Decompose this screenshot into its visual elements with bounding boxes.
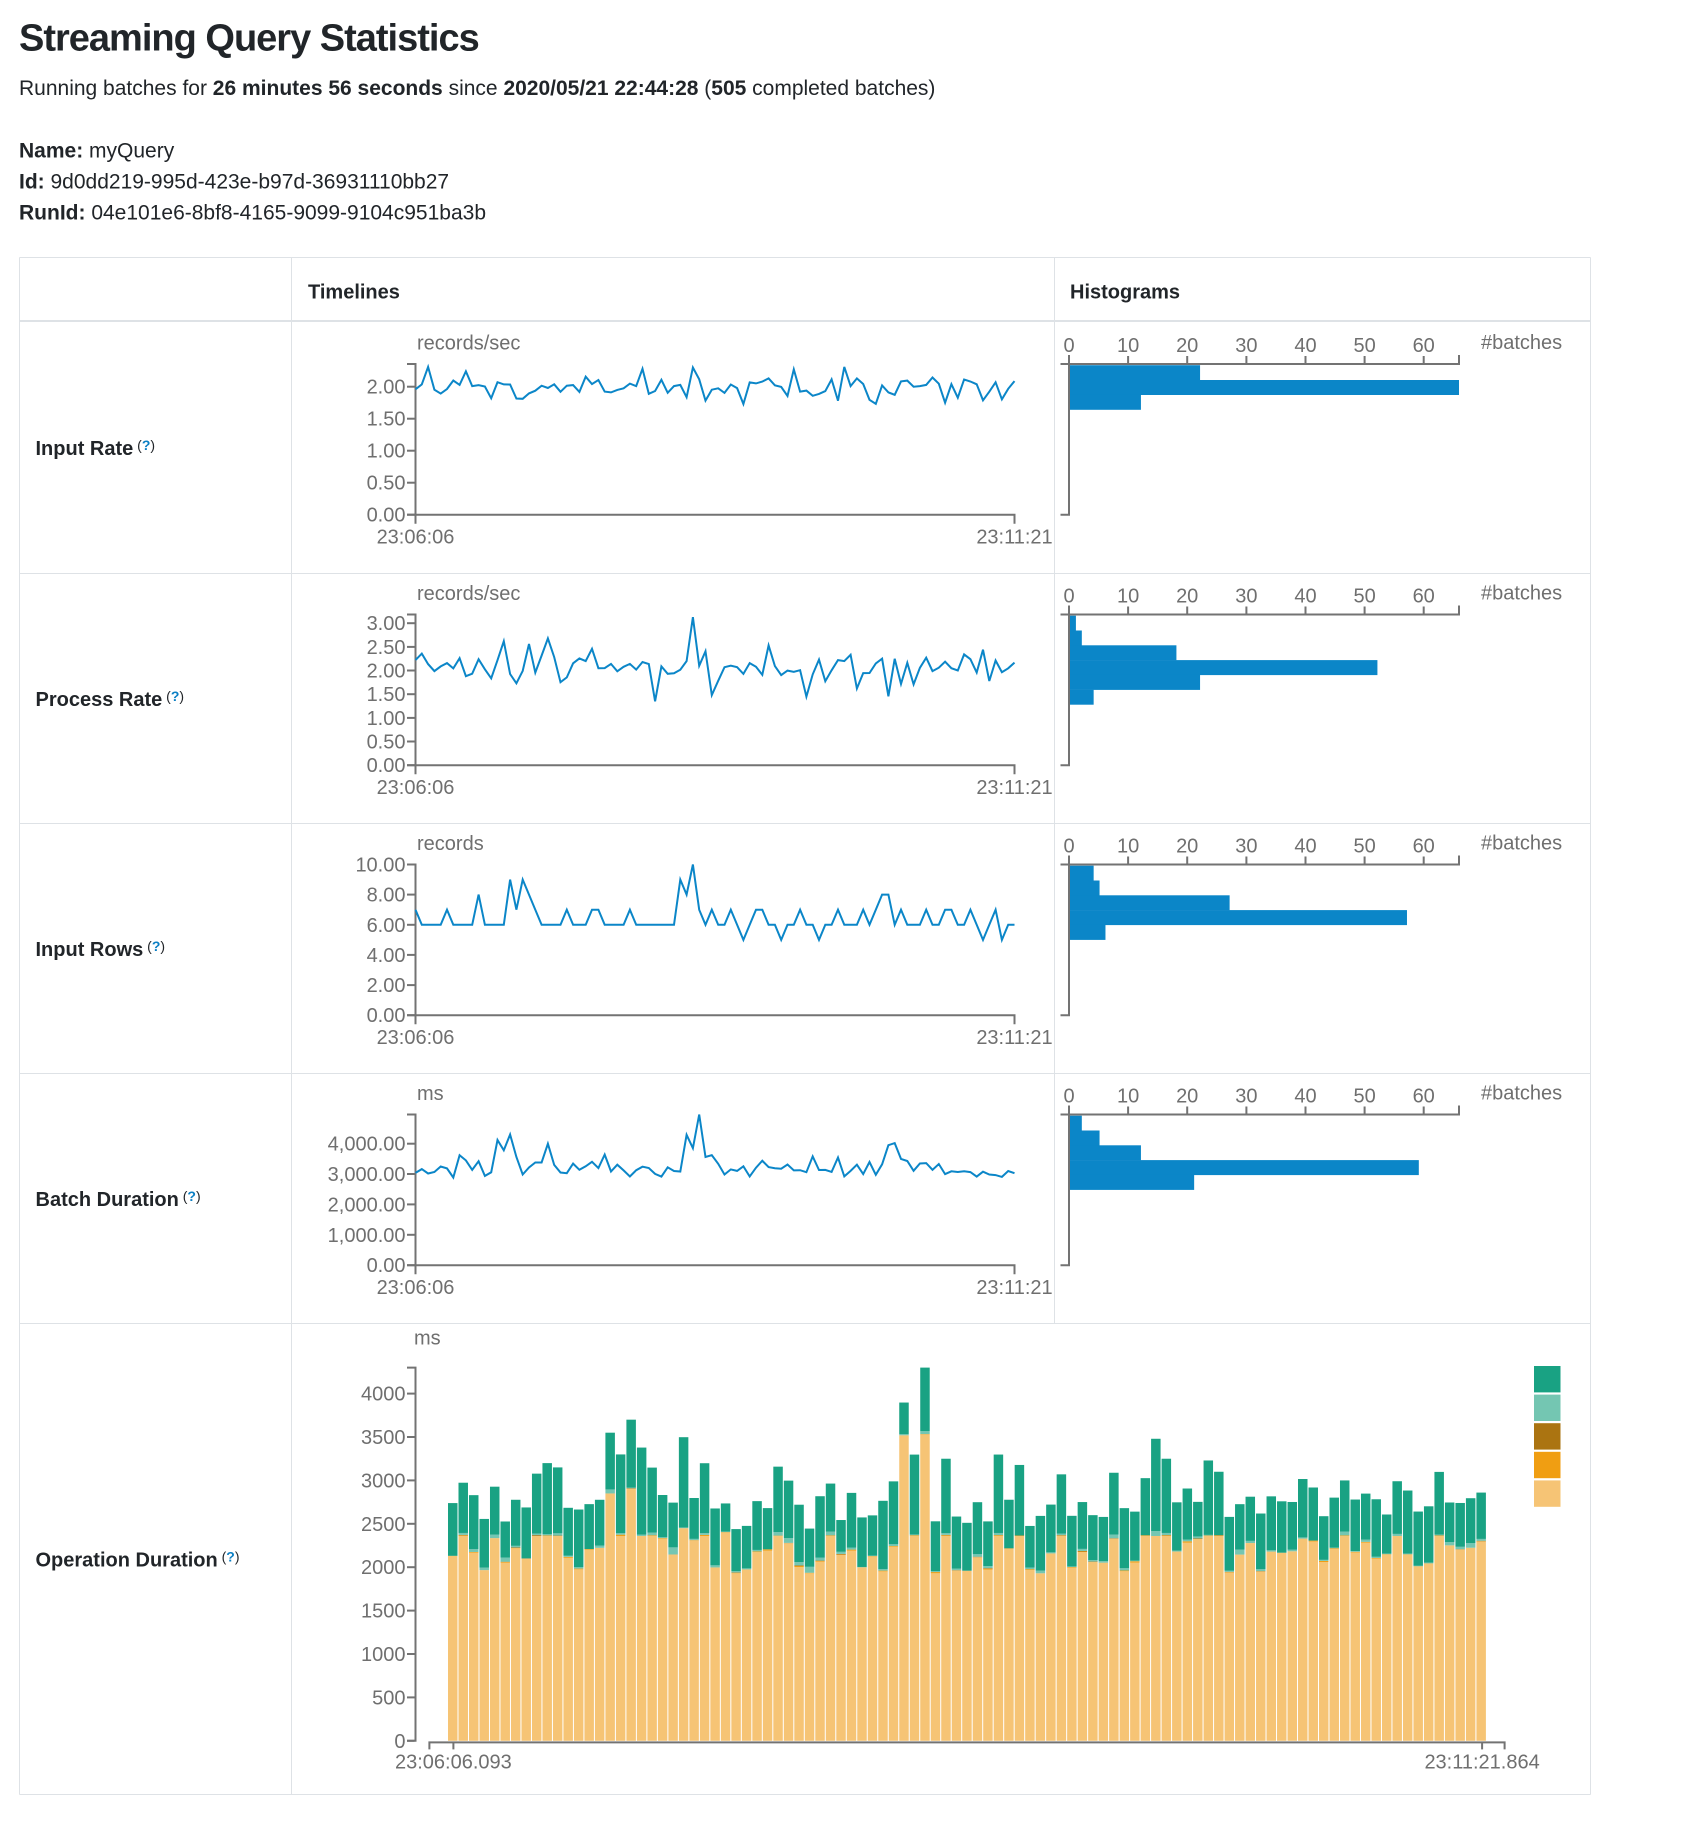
svg-text:2.00: 2.00 — [367, 975, 406, 997]
svg-text:20: 20 — [1176, 586, 1198, 608]
svg-text:1.00: 1.00 — [367, 708, 406, 730]
svg-text:0: 0 — [1063, 586, 1074, 608]
svg-text:50: 50 — [1353, 1086, 1375, 1108]
svg-text:Histograms: Histograms — [1070, 282, 1180, 304]
svg-text:3.00: 3.00 — [367, 613, 406, 635]
svg-text:0.50: 0.50 — [367, 732, 406, 754]
svg-text:0.50: 0.50 — [367, 473, 406, 495]
svg-text:4.00: 4.00 — [367, 945, 406, 967]
svg-text:2,000.00: 2,000.00 — [328, 1194, 406, 1216]
svg-text:2000: 2000 — [361, 1557, 406, 1579]
svg-text:10.00: 10.00 — [355, 855, 405, 877]
svg-text:ms: ms — [414, 1328, 441, 1350]
svg-text:23:06:06: 23:06:06 — [377, 1027, 455, 1049]
svg-text:20: 20 — [1176, 836, 1198, 858]
svg-text:30: 30 — [1235, 586, 1257, 608]
svg-text:0.00: 0.00 — [367, 505, 406, 527]
svg-text:0: 0 — [1063, 836, 1074, 858]
svg-text:23:11:21: 23:11:21 — [976, 1277, 1052, 1299]
svg-text:0.00: 0.00 — [367, 1005, 406, 1027]
svg-text:30: 30 — [1235, 335, 1257, 357]
svg-text:50: 50 — [1353, 586, 1375, 608]
svg-text:records/sec: records/sec — [417, 583, 520, 605]
svg-text:10: 10 — [1117, 1086, 1139, 1108]
svg-text:2.00: 2.00 — [367, 661, 406, 683]
svg-text:23:11:21.864: 23:11:21.864 — [1424, 1752, 1539, 1774]
svg-text:23:06:06: 23:06:06 — [377, 777, 455, 799]
svg-text:0: 0 — [1063, 1086, 1074, 1108]
svg-text:60: 60 — [1413, 1086, 1435, 1108]
svg-text:30: 30 — [1235, 1086, 1257, 1108]
svg-text:Timelines: Timelines — [308, 282, 400, 304]
svg-text:40: 40 — [1294, 335, 1316, 357]
svg-text:Process Rate (?): Process Rate (?) — [36, 688, 185, 711]
svg-text:0.00: 0.00 — [367, 755, 406, 777]
svg-text:Id: 9d0dd219-995d-423e-b97d-36: Id: 9d0dd219-995d-423e-b97d-36931110bb27 — [19, 170, 449, 193]
svg-text:Input Rows (?): Input Rows (?) — [36, 938, 166, 961]
svg-text:#batches: #batches — [1481, 332, 1562, 354]
svg-text:60: 60 — [1413, 586, 1435, 608]
svg-text:6.00: 6.00 — [367, 915, 406, 937]
svg-text:1.50: 1.50 — [367, 409, 406, 431]
svg-text:10: 10 — [1117, 836, 1139, 858]
svg-text:#batches: #batches — [1481, 583, 1562, 605]
svg-text:Streaming Query Statistics: Streaming Query Statistics — [19, 18, 479, 60]
svg-text:Running batches for 26 minutes: Running batches for 26 minutes 56 second… — [19, 77, 935, 100]
svg-text:40: 40 — [1294, 836, 1316, 858]
svg-text:Name: myQuery: Name: myQuery — [19, 139, 175, 162]
svg-text:30: 30 — [1235, 836, 1257, 858]
svg-text:#batches: #batches — [1481, 1083, 1562, 1105]
svg-text:1000: 1000 — [361, 1644, 406, 1666]
svg-text:40: 40 — [1294, 586, 1316, 608]
svg-text:3,000.00: 3,000.00 — [328, 1164, 406, 1186]
svg-text:2.00: 2.00 — [367, 377, 406, 399]
svg-text:RunId: 04e101e6-8bf8-4165-9099: RunId: 04e101e6-8bf8-4165-9099-9104c951b… — [19, 201, 486, 224]
svg-text:Input Rate (?): Input Rate (?) — [36, 437, 156, 460]
svg-text:500: 500 — [372, 1687, 405, 1709]
svg-text:0.00: 0.00 — [367, 1255, 406, 1277]
svg-text:2.50: 2.50 — [367, 637, 406, 659]
svg-text:Batch Duration (?): Batch Duration (?) — [36, 1188, 201, 1211]
svg-text:1500: 1500 — [361, 1601, 406, 1623]
svg-text:records/sec: records/sec — [417, 333, 520, 355]
svg-text:#batches: #batches — [1481, 833, 1562, 855]
svg-text:4000: 4000 — [361, 1384, 406, 1406]
svg-text:50: 50 — [1353, 836, 1375, 858]
svg-text:1.50: 1.50 — [367, 684, 406, 706]
svg-text:1,000.00: 1,000.00 — [328, 1225, 406, 1247]
svg-text:23:06:06.093: 23:06:06.093 — [395, 1752, 512, 1774]
svg-text:20: 20 — [1176, 1086, 1198, 1108]
svg-text:4,000.00: 4,000.00 — [328, 1134, 406, 1156]
svg-text:2500: 2500 — [361, 1514, 406, 1536]
svg-text:1.00: 1.00 — [367, 441, 406, 463]
svg-text:23:11:21: 23:11:21 — [976, 777, 1052, 799]
svg-text:40: 40 — [1294, 1086, 1316, 1108]
svg-text:0: 0 — [1063, 335, 1074, 357]
svg-text:8.00: 8.00 — [367, 885, 406, 907]
svg-text:ms: ms — [417, 1083, 444, 1105]
svg-text:23:11:21: 23:11:21 — [976, 527, 1052, 549]
svg-text:60: 60 — [1413, 836, 1435, 858]
svg-text:20: 20 — [1176, 335, 1198, 357]
svg-text:10: 10 — [1117, 586, 1139, 608]
svg-text:3500: 3500 — [361, 1427, 406, 1449]
svg-text:50: 50 — [1353, 335, 1375, 357]
svg-text:60: 60 — [1413, 335, 1435, 357]
svg-text:records: records — [417, 833, 484, 855]
svg-text:3000: 3000 — [361, 1470, 406, 1492]
svg-text:10: 10 — [1117, 335, 1139, 357]
svg-text:Operation Duration (?): Operation Duration (?) — [36, 1549, 240, 1572]
svg-text:23:11:21: 23:11:21 — [976, 1027, 1052, 1049]
svg-text:0: 0 — [394, 1731, 405, 1753]
svg-text:23:06:06: 23:06:06 — [377, 527, 455, 549]
svg-text:23:06:06: 23:06:06 — [377, 1277, 455, 1299]
